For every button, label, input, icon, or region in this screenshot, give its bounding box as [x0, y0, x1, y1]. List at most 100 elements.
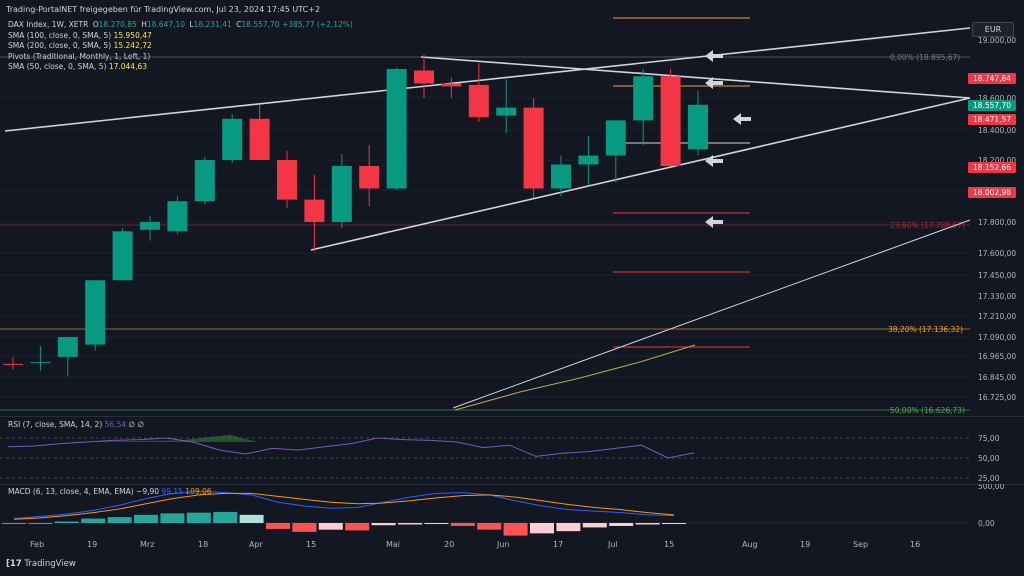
macd-histogram-bar: [662, 523, 686, 524]
macd-histogram-bar: [582, 523, 607, 528]
time-axis-label: 19: [87, 540, 98, 549]
price-axis-label: 17.600,00: [978, 249, 1016, 258]
currency-selector[interactable]: EUR: [972, 22, 1014, 37]
candle-body: [30, 362, 51, 364]
candle-body: [277, 160, 297, 200]
change-value: +385,77 (+2,12%): [281, 20, 353, 29]
open-value: 18.270,85: [98, 20, 137, 29]
sma200-label[interactable]: SMA (200, close, 0, SMA, 5): [8, 41, 112, 50]
time-axis-label: 18: [198, 540, 209, 549]
macd-line-value: 99,15: [161, 487, 183, 496]
symbol-label[interactable]: DAX Index, 1W, XETR: [8, 20, 89, 29]
candle-body: [57, 337, 78, 357]
candle-body: [386, 69, 407, 189]
macd-histogram-bar: [107, 517, 132, 523]
macd-histogram-bar: [186, 512, 211, 523]
time-axis-label: 15: [664, 540, 675, 549]
price-axis-label: 17.800,00: [978, 218, 1016, 227]
sma100-label[interactable]: SMA (100, close, 0, SMA, 5): [8, 30, 112, 40]
macd-histogram-bar: [81, 518, 106, 523]
macd-label[interactable]: MACD (6, 13, close, 4, EMA, EMA): [8, 487, 134, 496]
high-value: 18.647,10: [146, 20, 186, 29]
fib-label: 38,20% (17.136,32): [888, 325, 963, 334]
low-value: 18.231,41: [193, 20, 232, 29]
price-chart[interactable]: 19.000,00 18.600,00 18.400,00 18.200,00 18.0…: [0, 0, 1024, 420]
fib-label: 50,00% (16.626,73): [890, 406, 965, 415]
macd-histogram-bar: [134, 514, 158, 523]
footer-brand: TradingView: [24, 559, 76, 569]
time-axis-label: Mrz: [140, 540, 155, 549]
chart-legend: DAX Index, 1W, XETR O18.270,85 H18.647,1…: [8, 20, 353, 73]
macd-histogram-bar: [292, 523, 317, 532]
time-axis-label: 20: [444, 540, 455, 549]
macd-histogram-bar: [530, 523, 554, 534]
macd-pane[interactable]: 500,00 0,00: [0, 484, 1024, 536]
close-label: C: [236, 20, 242, 29]
price-axis-label: 16.725,00: [978, 393, 1016, 402]
candle-body: [578, 155, 599, 165]
high-label: H: [141, 20, 147, 29]
price-axis-label: 19.000,00: [978, 36, 1016, 45]
macd-histogram-bar: [54, 521, 79, 523]
sma50-line: [454, 344, 696, 411]
publisher-header: Trading-PortalNET freigegeben für Tradin…: [6, 5, 321, 14]
arrow-icon: [705, 216, 723, 228]
candle-body: [331, 166, 352, 222]
price-axis-label: 17.090,00: [978, 333, 1016, 342]
rsi-pane[interactable]: 75,00 50,00 25,00: [0, 416, 1024, 482]
candle-body: [414, 70, 434, 84]
time-axis-label: 16: [910, 540, 921, 549]
time-axis-label: Feb: [30, 540, 45, 549]
time-axis-label: 19: [800, 540, 811, 549]
arrow-icon: [733, 113, 751, 125]
fib-label: 0,00% (18.895,67): [890, 53, 960, 62]
macd-histogram-bar: [2, 523, 26, 524]
open-label: O: [92, 20, 99, 29]
price-axis-label: 17.330,00: [978, 292, 1016, 301]
candle-body: [112, 231, 133, 281]
macd-histogram-bar: [424, 523, 449, 524]
candle-body: [194, 160, 215, 202]
price-tag: 18.557,70: [968, 100, 1016, 111]
rsi-legend: RSI (7, close, SMA, 14, 2) 56,54 ∅ ∅: [8, 420, 144, 429]
sma200-value: 15.242,72: [113, 41, 152, 50]
time-axis-label: Jul: [608, 540, 618, 549]
rsi-label[interactable]: RSI (7, close, SMA, 14, 2): [8, 420, 103, 429]
pivots-label[interactable]: Pivots (Traditional, Monthly, 1, Left, 1…: [8, 51, 151, 61]
macd-legend: MACD (6, 13, close, 4, EMA, EMA) −9,90 9…: [8, 487, 212, 496]
close-value: 18.557,70: [241, 20, 280, 29]
candle-body: [222, 118, 243, 160]
macd-histogram-bar: [371, 523, 396, 526]
price-axis-label: 16.965,00: [978, 352, 1016, 361]
candle-body: [468, 84, 489, 118]
price-axis-label: 17.450,00: [978, 271, 1016, 280]
time-axis-label: Apr: [249, 540, 263, 549]
macd-histogram-bar: [160, 513, 185, 523]
time-axis-label: 17: [553, 540, 564, 549]
price-axis-label: 16.845,00: [978, 373, 1016, 382]
rsi-overbought-fill: [60, 434, 258, 442]
time-axis-label: Mai: [386, 540, 401, 549]
macd-signal-line: [13, 492, 675, 520]
time-axis-label: 15: [306, 540, 317, 549]
rsi-line: [7, 437, 695, 459]
macd-histogram-bar: [239, 514, 264, 523]
price-axis-label: 18.400,00: [978, 126, 1016, 135]
time-axis-label: Aug: [742, 540, 758, 549]
candle-body: [441, 83, 462, 87]
sma100-value: 15.950,47: [113, 30, 152, 40]
price-axis-label: 18.200,00: [978, 156, 1016, 165]
macd-histogram-bar: [609, 523, 634, 526]
macd-histogram-bar: [28, 523, 53, 524]
trend-line: [4, 27, 971, 132]
rsi-axis-label: 75,00: [978, 434, 1000, 443]
candle-body: [523, 107, 544, 189]
tradingview-logo[interactable]: ⁅17 TradingView: [6, 559, 76, 569]
fib-label: 23,60% (17.788,57): [890, 221, 965, 230]
price-tag: 18.152,66: [968, 162, 1016, 173]
macd-histogram-bar: [213, 511, 238, 523]
sma50-label[interactable]: SMA (50, close, 0, SMA, 5): [8, 62, 107, 71]
rsi-axis-label: 50,00: [978, 454, 1000, 463]
macd-histogram-bar: [477, 523, 502, 530]
rsi-value: 56,54: [104, 420, 127, 429]
